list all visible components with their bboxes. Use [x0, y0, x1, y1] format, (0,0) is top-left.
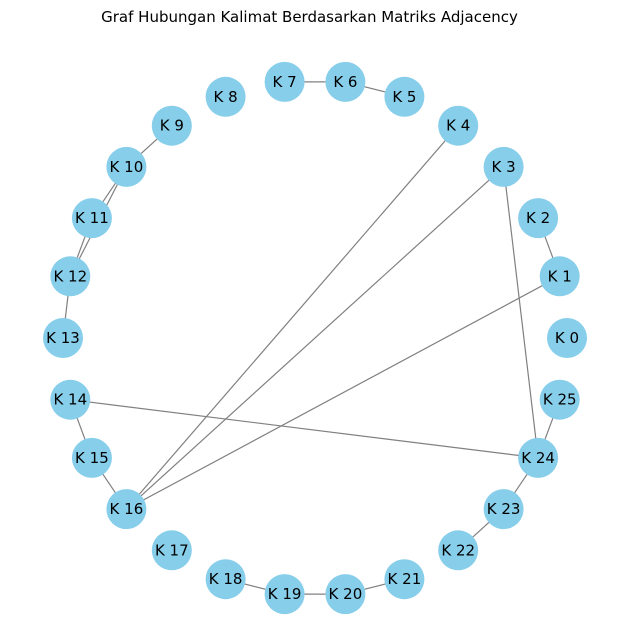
node-label: K 11 [75, 209, 109, 227]
node-label: K 3 [492, 158, 516, 176]
node-circle [438, 530, 479, 571]
node-k14: K 14 [50, 379, 91, 420]
node-circle [325, 61, 366, 102]
node-label: K 2 [526, 209, 550, 227]
node-k16: K 16 [106, 489, 147, 530]
node-circle [483, 489, 524, 530]
node-circle [384, 76, 425, 117]
node-k3: K 3 [483, 146, 524, 187]
node-circle [50, 256, 91, 297]
node-k9: K 9 [151, 105, 192, 146]
node-label: K 18 [209, 570, 243, 588]
edge-k3-k24 [503, 166, 539, 458]
node-label: K 0 [555, 329, 579, 347]
node-k8: K 8 [205, 76, 246, 117]
node-circle [539, 256, 580, 297]
node-circle [151, 105, 192, 146]
node-label: K 19 [268, 585, 302, 603]
node-k4: K 4 [438, 105, 479, 146]
node-circle [547, 318, 587, 358]
node-circle [483, 146, 524, 187]
node-label: K 8 [214, 88, 238, 106]
node-label: K 24 [521, 449, 555, 467]
node-circle [518, 198, 559, 239]
node-k10: K 10 [106, 146, 147, 187]
node-k11: K 11 [71, 198, 112, 239]
node-k24: K 24 [518, 437, 559, 478]
node-k22: K 22 [438, 530, 479, 571]
node-circle [205, 76, 246, 117]
node-k5: K 5 [384, 76, 425, 117]
node-k15: K 15 [71, 437, 112, 478]
node-k12: K 12 [50, 256, 91, 297]
node-label: K 20 [329, 585, 363, 603]
node-label: K 14 [53, 391, 87, 409]
node-k0: K 0 [547, 318, 587, 358]
node-label: K 9 [160, 117, 184, 135]
node-label: K 12 [53, 267, 87, 285]
node-label: K 1 [548, 267, 572, 285]
node-circle [384, 559, 425, 600]
node-label: K 5 [392, 88, 416, 106]
edge-k1-k16 [126, 275, 560, 510]
node-k19: K 19 [264, 574, 305, 615]
node-label: K 10 [110, 158, 144, 176]
node-label: K 13 [46, 329, 80, 347]
node-k6: K 6 [325, 61, 366, 102]
node-k18: K 18 [205, 559, 246, 600]
node-k25: K 25 [539, 379, 580, 420]
node-k20: K 20 [325, 574, 366, 615]
node-label: K 15 [75, 449, 109, 467]
node-label: K 23 [487, 500, 521, 518]
node-label: K 6 [333, 73, 357, 91]
node-layer: K 0 K 1 K 2 K 3 K 4 K 5 K 6 K 7 K 8 K 9 K 10 K 11 K … [43, 61, 587, 615]
edge-k3-k16 [125, 166, 505, 510]
node-circle [106, 489, 147, 530]
node-k23: K 23 [483, 489, 524, 530]
node-label: K 21 [388, 570, 422, 588]
node-circle [325, 574, 366, 615]
node-k7: K 7 [264, 61, 305, 102]
node-circle [539, 379, 580, 420]
node-k2: K 2 [518, 198, 559, 239]
node-circle [205, 559, 246, 600]
node-label: K 7 [273, 73, 297, 91]
node-circle [106, 146, 147, 187]
node-label: K 4 [446, 117, 470, 135]
node-circle [71, 198, 112, 239]
node-circle [264, 574, 305, 615]
node-circle [43, 318, 83, 358]
node-label: K 22 [441, 541, 475, 559]
node-circle [71, 437, 112, 478]
node-k21: K 21 [384, 559, 425, 600]
node-k17: K 17 [151, 530, 192, 571]
node-circle [518, 437, 559, 478]
node-circle [438, 105, 479, 146]
node-label: K 17 [155, 541, 189, 559]
node-circle [50, 379, 91, 420]
node-circle [264, 61, 305, 102]
node-label: K 16 [110, 500, 144, 518]
graph-title: Graf Hubungan Kalimat Berdasarkan Matrik… [101, 8, 518, 26]
node-circle [151, 530, 192, 571]
edge-k4-k16 [125, 125, 459, 510]
edge-k14-k24 [70, 399, 539, 459]
node-k13: K 13 [43, 318, 83, 358]
node-k1: K 1 [539, 256, 580, 297]
node-label: K 25 [543, 391, 577, 409]
